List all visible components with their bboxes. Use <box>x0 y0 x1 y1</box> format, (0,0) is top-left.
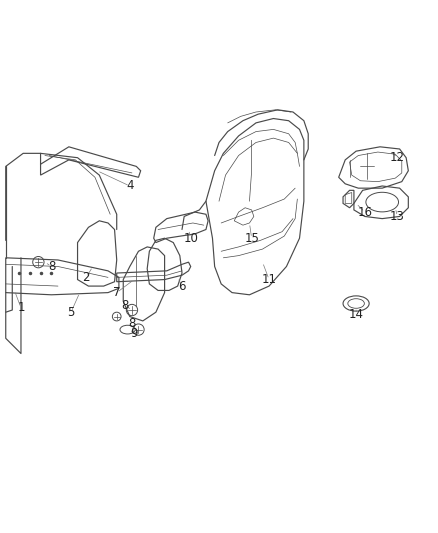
Text: 11: 11 <box>261 273 276 286</box>
Text: 7: 7 <box>113 286 120 299</box>
Text: 1: 1 <box>17 301 25 314</box>
Text: 12: 12 <box>390 151 405 164</box>
Text: 5: 5 <box>67 306 75 319</box>
Text: 15: 15 <box>244 232 259 245</box>
Text: 8: 8 <box>122 299 129 312</box>
Text: 2: 2 <box>82 271 90 284</box>
Text: 9: 9 <box>131 327 138 341</box>
Text: 10: 10 <box>183 232 198 245</box>
Text: 8: 8 <box>48 260 55 273</box>
Text: 6: 6 <box>178 280 186 293</box>
Text: 4: 4 <box>126 180 134 192</box>
Text: 13: 13 <box>390 210 405 223</box>
Text: 16: 16 <box>357 206 372 219</box>
Text: 14: 14 <box>349 308 364 321</box>
Text: 8: 8 <box>128 317 136 329</box>
